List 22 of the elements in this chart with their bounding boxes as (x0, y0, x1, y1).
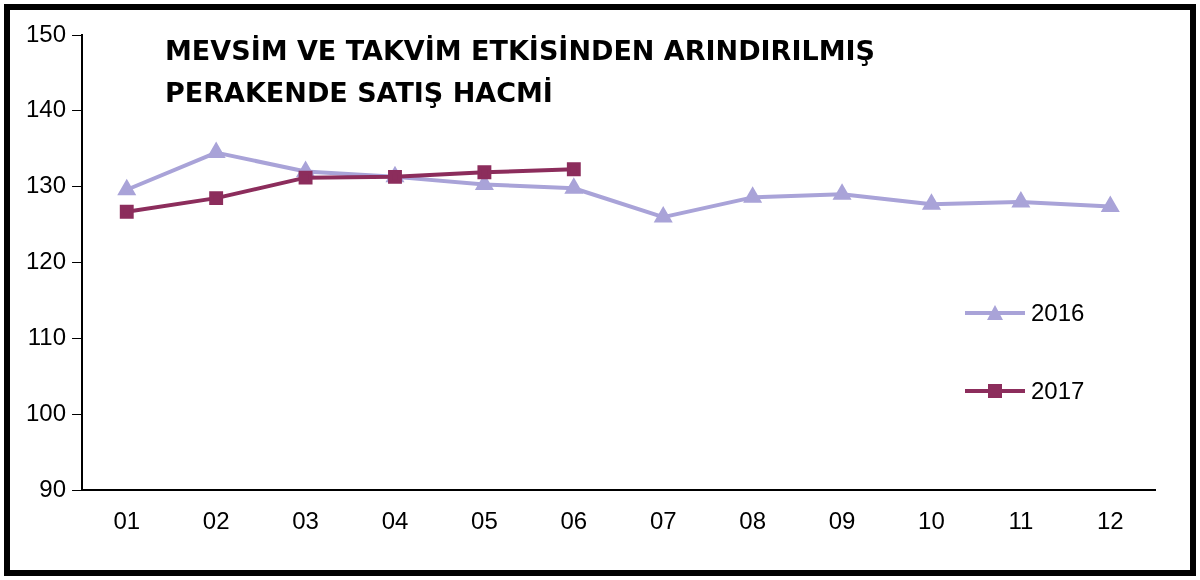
x-tick-label: 06 (560, 507, 588, 535)
x-tick-label: 07 (649, 507, 677, 535)
legend-label: 2016 (1031, 299, 1085, 328)
x-tick-label: 09 (828, 507, 856, 535)
y-tick-label: 140 (26, 95, 67, 123)
x-tick-label: 11 (1008, 507, 1034, 535)
x-tick-label: 05 (471, 507, 498, 535)
x-tick-label: 12 (1096, 507, 1124, 535)
x-tick-label: 02 (202, 507, 230, 535)
y-tick-label: 110 (27, 323, 67, 351)
x-tick-label: 01 (113, 507, 141, 535)
y-tick-label: 150 (26, 19, 67, 47)
legend-label: 2017 (1031, 377, 1085, 406)
text: MEVSİM VE TAKVİM ETKİSİNDEN ARINDIRILMIŞ PERAKENDE SATIŞ HACMİ (165, 34, 876, 110)
x-tick-label: 08 (739, 507, 766, 535)
y-tick-label: 90 (39, 474, 67, 502)
x-tick-label: 03 (292, 507, 319, 535)
y-tick-label: 130 (26, 171, 67, 199)
y-tick-label: 120 (26, 247, 67, 275)
x-tick-label: 04 (381, 507, 409, 535)
y-tick-label: 100 (26, 398, 67, 426)
x-tick-label: 10 (918, 507, 945, 535)
